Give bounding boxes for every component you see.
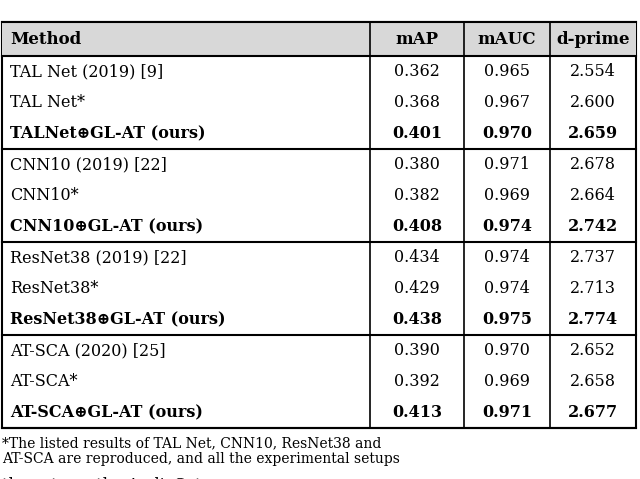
Text: 0.401: 0.401 (392, 125, 442, 142)
Text: 0.368: 0.368 (394, 94, 440, 111)
Text: mAP: mAP (396, 31, 438, 47)
Text: 0.413: 0.413 (392, 404, 442, 421)
Text: 2.659: 2.659 (568, 125, 618, 142)
Text: ResNet38 (2019) [22]: ResNet38 (2019) [22] (10, 249, 187, 266)
Text: ResNet38*: ResNet38* (10, 280, 99, 297)
Text: ResNet38⊕GL-AT (ours): ResNet38⊕GL-AT (ours) (10, 311, 225, 328)
Text: 2.658: 2.658 (570, 373, 616, 390)
Text: 0.975: 0.975 (482, 311, 532, 328)
Text: AT-SCA*: AT-SCA* (10, 373, 77, 390)
Text: 0.429: 0.429 (394, 280, 440, 297)
Bar (2, 22, 636, 56)
Text: mAUC: mAUC (477, 31, 536, 47)
Text: Method: Method (10, 31, 81, 47)
Text: 2.664: 2.664 (570, 187, 616, 204)
Text: 2.774: 2.774 (568, 311, 618, 328)
Text: d-prime: d-prime (556, 31, 630, 47)
Text: *The listed results of TAL Net, CNN10, ResNet38 and: *The listed results of TAL Net, CNN10, R… (2, 436, 381, 450)
Text: 2.600: 2.600 (570, 94, 616, 111)
Text: 0.965: 0.965 (484, 63, 530, 80)
Bar (2, 22, 636, 428)
Text: 2.677: 2.677 (568, 404, 618, 421)
Text: 2.678: 2.678 (570, 156, 616, 173)
Text: CNN10⊕GL-AT (ours): CNN10⊕GL-AT (ours) (10, 218, 203, 235)
Text: TAL Net*: TAL Net* (10, 94, 85, 111)
Text: 0.380: 0.380 (394, 156, 440, 173)
Text: 0.362: 0.362 (394, 63, 440, 80)
Text: 2.554: 2.554 (570, 63, 616, 80)
Text: 0.974: 0.974 (484, 280, 530, 297)
Text: 2.713: 2.713 (570, 280, 616, 297)
Text: 0.438: 0.438 (392, 311, 442, 328)
Text: 0.974: 0.974 (484, 249, 530, 266)
Text: 0.434: 0.434 (394, 249, 440, 266)
Text: 2.737: 2.737 (570, 249, 616, 266)
Text: 0.969: 0.969 (484, 187, 530, 204)
Text: 0.382: 0.382 (394, 187, 440, 204)
Text: 0.971: 0.971 (484, 156, 530, 173)
Text: 0.970: 0.970 (482, 125, 532, 142)
Text: 0.974: 0.974 (482, 218, 532, 235)
Text: AT-SCA⊕GL-AT (ours): AT-SCA⊕GL-AT (ours) (10, 404, 203, 421)
Text: the-arts on the AudioSet.: the-arts on the AudioSet. (2, 477, 207, 479)
Text: 0.408: 0.408 (392, 218, 442, 235)
Text: CNN10 (2019) [22]: CNN10 (2019) [22] (10, 156, 167, 173)
Text: CNN10*: CNN10* (10, 187, 79, 204)
Text: 0.969: 0.969 (484, 373, 530, 390)
Text: 0.967: 0.967 (484, 94, 530, 111)
Text: 0.392: 0.392 (394, 373, 440, 390)
Text: 0.971: 0.971 (482, 404, 532, 421)
Text: AT-SCA are reproduced, and all the experimental setups: AT-SCA are reproduced, and all the exper… (2, 452, 400, 466)
Text: 0.970: 0.970 (484, 342, 530, 359)
Text: TALNet⊕GL-AT (ours): TALNet⊕GL-AT (ours) (10, 125, 205, 142)
Text: AT-SCA (2020) [25]: AT-SCA (2020) [25] (10, 342, 166, 359)
Text: 0.390: 0.390 (394, 342, 440, 359)
Text: 2.742: 2.742 (568, 218, 618, 235)
Text: 2.652: 2.652 (570, 342, 616, 359)
Text: TAL Net (2019) [9]: TAL Net (2019) [9] (10, 63, 163, 80)
